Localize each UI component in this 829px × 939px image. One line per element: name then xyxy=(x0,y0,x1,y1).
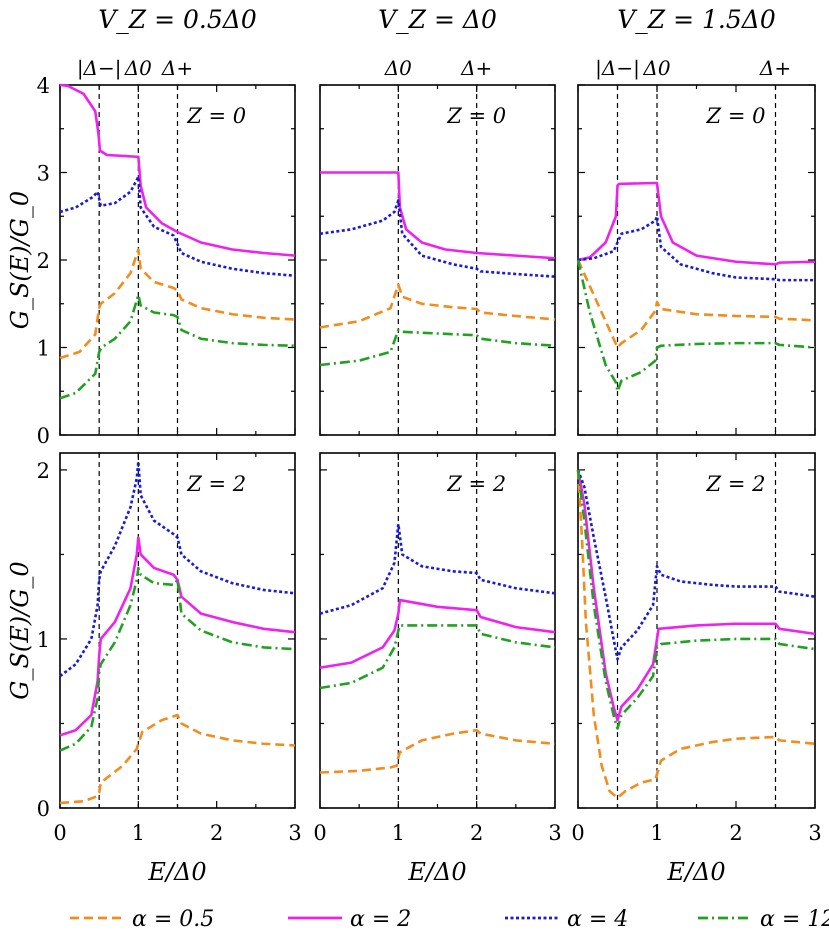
series-line xyxy=(576,259,816,349)
z-label: Z = 2 xyxy=(186,472,246,496)
x-tick-label: 1 xyxy=(392,821,405,845)
series-line xyxy=(319,728,556,774)
y-tick-label: 4 xyxy=(37,74,50,98)
reference-label: Δ+ xyxy=(460,56,492,80)
x-tick-label: 0 xyxy=(313,821,326,845)
panel-frame xyxy=(577,84,816,436)
series-line xyxy=(576,259,816,393)
reference-label: |Δ−| xyxy=(77,56,122,81)
series-line xyxy=(59,83,296,257)
series-line xyxy=(577,181,816,266)
y-tick-label: 2 xyxy=(37,459,50,483)
series-line xyxy=(59,713,296,805)
y-tick-label: 0 xyxy=(37,424,50,448)
x-tick-label: 1 xyxy=(650,821,663,845)
x-tick-label: 3 xyxy=(288,821,301,845)
x-axis-title: E/Δ0 xyxy=(407,858,466,886)
column-title: V_Z = Δ0 xyxy=(378,5,497,34)
reference-label: Δ+ xyxy=(759,56,791,80)
series-line xyxy=(59,460,296,678)
series-line xyxy=(319,522,556,615)
reference-label: Δ0 xyxy=(124,56,152,80)
series-line xyxy=(576,469,816,722)
series-line xyxy=(59,248,296,360)
z-label: Z = 2 xyxy=(446,472,506,496)
x-tick-label: 1 xyxy=(132,821,145,845)
panel-frame xyxy=(319,452,556,809)
reference-label: Δ0 xyxy=(384,56,412,80)
legend-label: α = 4 xyxy=(567,907,628,932)
y-axis-title: G_S(E)/G_0 xyxy=(6,561,34,699)
x-tick-label: 3 xyxy=(808,821,821,845)
z-label: Z = 0 xyxy=(186,104,246,128)
series-line xyxy=(577,214,815,282)
series-line xyxy=(59,175,296,278)
y-tick-label: 2 xyxy=(37,249,50,273)
legend-label: α = 12 xyxy=(760,907,829,932)
y-tick-label: 1 xyxy=(37,337,50,361)
z-label: Z = 0 xyxy=(446,104,506,128)
legend-label: α = 0.5 xyxy=(132,907,214,932)
series-line xyxy=(319,328,556,367)
series-line xyxy=(319,199,556,278)
series-line xyxy=(576,469,816,661)
y-tick-label: 0 xyxy=(37,797,50,821)
panel-frame xyxy=(577,452,816,809)
y-tick-label: 1 xyxy=(37,628,50,652)
x-tick-label: 0 xyxy=(53,821,66,845)
x-tick-label: 0 xyxy=(571,821,584,845)
x-axis-title: E/Δ0 xyxy=(147,858,206,886)
y-axis-title: G_S(E)/G_0 xyxy=(6,191,34,329)
series-line xyxy=(576,469,816,800)
x-tick-label: 2 xyxy=(210,821,223,845)
reference-label: Δ+ xyxy=(161,56,193,80)
y-tick-label: 3 xyxy=(37,162,50,186)
x-tick-label: 2 xyxy=(470,821,483,845)
x-tick-label: 3 xyxy=(548,821,561,845)
series-line xyxy=(319,598,556,669)
column-title: V_Z = 1.5Δ0 xyxy=(617,5,776,34)
reference-label: |Δ−| xyxy=(595,56,640,81)
x-tick-label: 2 xyxy=(729,821,742,845)
x-axis-title: E/Δ0 xyxy=(666,858,725,886)
series-line xyxy=(319,283,556,329)
series-line xyxy=(319,624,556,690)
z-label: Z = 2 xyxy=(706,472,766,496)
column-title: V_Z = 0.5Δ0 xyxy=(98,5,257,34)
series-line xyxy=(576,469,816,730)
reference-label: Δ0 xyxy=(642,56,670,80)
series-line xyxy=(59,293,296,400)
series-line xyxy=(320,171,556,260)
z-label: Z = 0 xyxy=(706,104,766,128)
panel-frame xyxy=(319,84,556,436)
legend-label: α = 2 xyxy=(350,907,411,932)
series-line xyxy=(59,566,296,752)
